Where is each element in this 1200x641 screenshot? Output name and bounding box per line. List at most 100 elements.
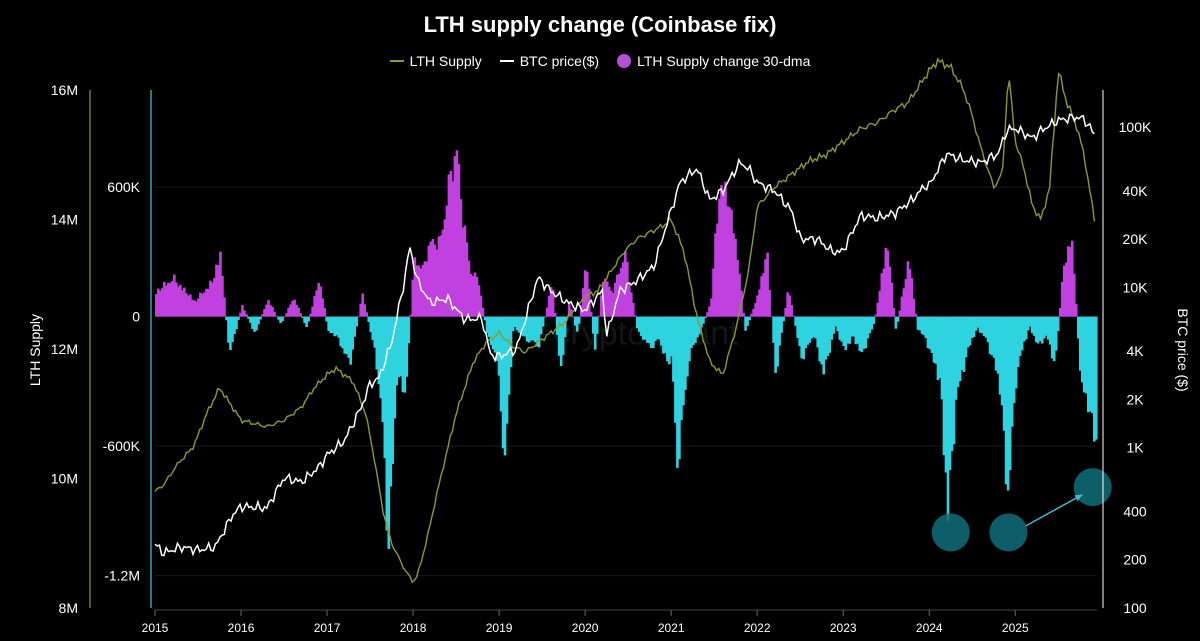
change-bar [690, 316, 693, 348]
highlight-circle-1 [989, 513, 1028, 552]
change-bar [932, 316, 936, 363]
change-bar [537, 316, 541, 348]
change-bar [806, 316, 809, 345]
legend-item-lth-change[interactable]: LTH Supply change 30-dma [617, 53, 810, 69]
change-bar [882, 268, 886, 317]
change-bar [706, 312, 709, 317]
change-bar [934, 316, 938, 364]
change-bar [940, 316, 944, 400]
change-bar [674, 316, 677, 423]
change-bar [213, 278, 216, 317]
change-bar [1018, 316, 1022, 356]
x-tick-label: 2017 [314, 621, 341, 635]
change-bar [738, 273, 741, 317]
change-bar [662, 316, 665, 354]
change-bar [834, 316, 838, 327]
change-bar [948, 316, 952, 471]
change-bar [1000, 316, 1004, 406]
change-tick-label: -1.2M [104, 568, 140, 584]
change-bar [437, 236, 441, 317]
change-bar [898, 310, 902, 317]
change-bar [169, 282, 172, 317]
change-bar [908, 269, 912, 317]
change-bar [317, 282, 320, 317]
change-bar [716, 223, 719, 317]
change-bar [289, 304, 292, 317]
change-bar [762, 273, 765, 317]
change-bar [263, 309, 266, 317]
change-bar [938, 316, 942, 379]
change-bar [445, 205, 449, 317]
change-bar [527, 316, 531, 343]
change-bar [732, 233, 735, 317]
change-bar [387, 316, 391, 549]
price-tick-label: 2K [1126, 391, 1144, 407]
change-bar [754, 303, 757, 317]
change-bar [287, 307, 290, 317]
change-bar [962, 316, 966, 373]
change-bar [936, 316, 940, 381]
change-bar [1068, 246, 1072, 317]
legend-label-btc-price: BTC price($) [519, 53, 600, 69]
change-bar [375, 316, 379, 370]
change-bar [802, 316, 805, 360]
change-bar [836, 316, 840, 332]
change-bar [704, 316, 707, 318]
legend-item-btc-price[interactable]: BTC price($) [499, 53, 600, 69]
change-bar [916, 316, 920, 330]
lth-tick-label: 14M [51, 212, 78, 228]
change-bar [475, 276, 479, 317]
change-bar [672, 316, 675, 382]
change-bar [305, 316, 308, 328]
change-bar [724, 181, 727, 317]
change-bar [459, 199, 463, 317]
change-bar [952, 316, 956, 445]
annotation-arrow-head [1074, 494, 1083, 502]
change-bar [922, 316, 926, 336]
change-bar [750, 313, 753, 317]
change-bar [636, 316, 639, 329]
change-bar [309, 313, 312, 317]
change-bar [638, 316, 641, 332]
legend-label-lth-change: LTH Supply change 30-dma [637, 53, 811, 69]
x-tick-label: 2016 [228, 621, 255, 635]
change-bar [483, 316, 487, 321]
change-bar [599, 295, 603, 317]
change-bar [1072, 273, 1076, 317]
change-bar [337, 316, 340, 338]
lth-tick-label: 16M [51, 82, 78, 98]
change-bar [411, 279, 415, 317]
legend-item-lth-supply[interactable]: LTH Supply [389, 53, 482, 69]
change-bar [778, 316, 781, 346]
change-bar [868, 316, 872, 334]
change-bar [417, 265, 421, 317]
change-bar [491, 316, 495, 350]
change-bar [746, 316, 749, 326]
change-bar [489, 316, 493, 345]
highlight-circle-2 [1073, 468, 1112, 507]
change-bar [818, 316, 822, 362]
change-bar [349, 316, 353, 365]
change-bar [555, 316, 559, 335]
change-bar [393, 316, 397, 419]
change-bar [702, 316, 705, 324]
change-bar [1048, 316, 1052, 345]
change-bar [429, 241, 433, 317]
change-bar [571, 316, 575, 318]
change-bar [726, 206, 729, 317]
change-bar [1034, 316, 1038, 343]
change-bar [581, 288, 585, 317]
change-bar [597, 315, 601, 317]
change-bar [1008, 316, 1012, 471]
change-bar [816, 316, 819, 348]
change-bar [229, 316, 232, 350]
change-bar [734, 238, 737, 317]
change-bar [892, 308, 896, 317]
x-tick-label: 2020 [572, 621, 599, 635]
change-bar [670, 316, 673, 357]
change-bar [453, 156, 457, 317]
change-bar [503, 316, 507, 456]
change-bar [593, 316, 597, 350]
change-bar [425, 261, 429, 317]
change-bar [563, 316, 567, 338]
